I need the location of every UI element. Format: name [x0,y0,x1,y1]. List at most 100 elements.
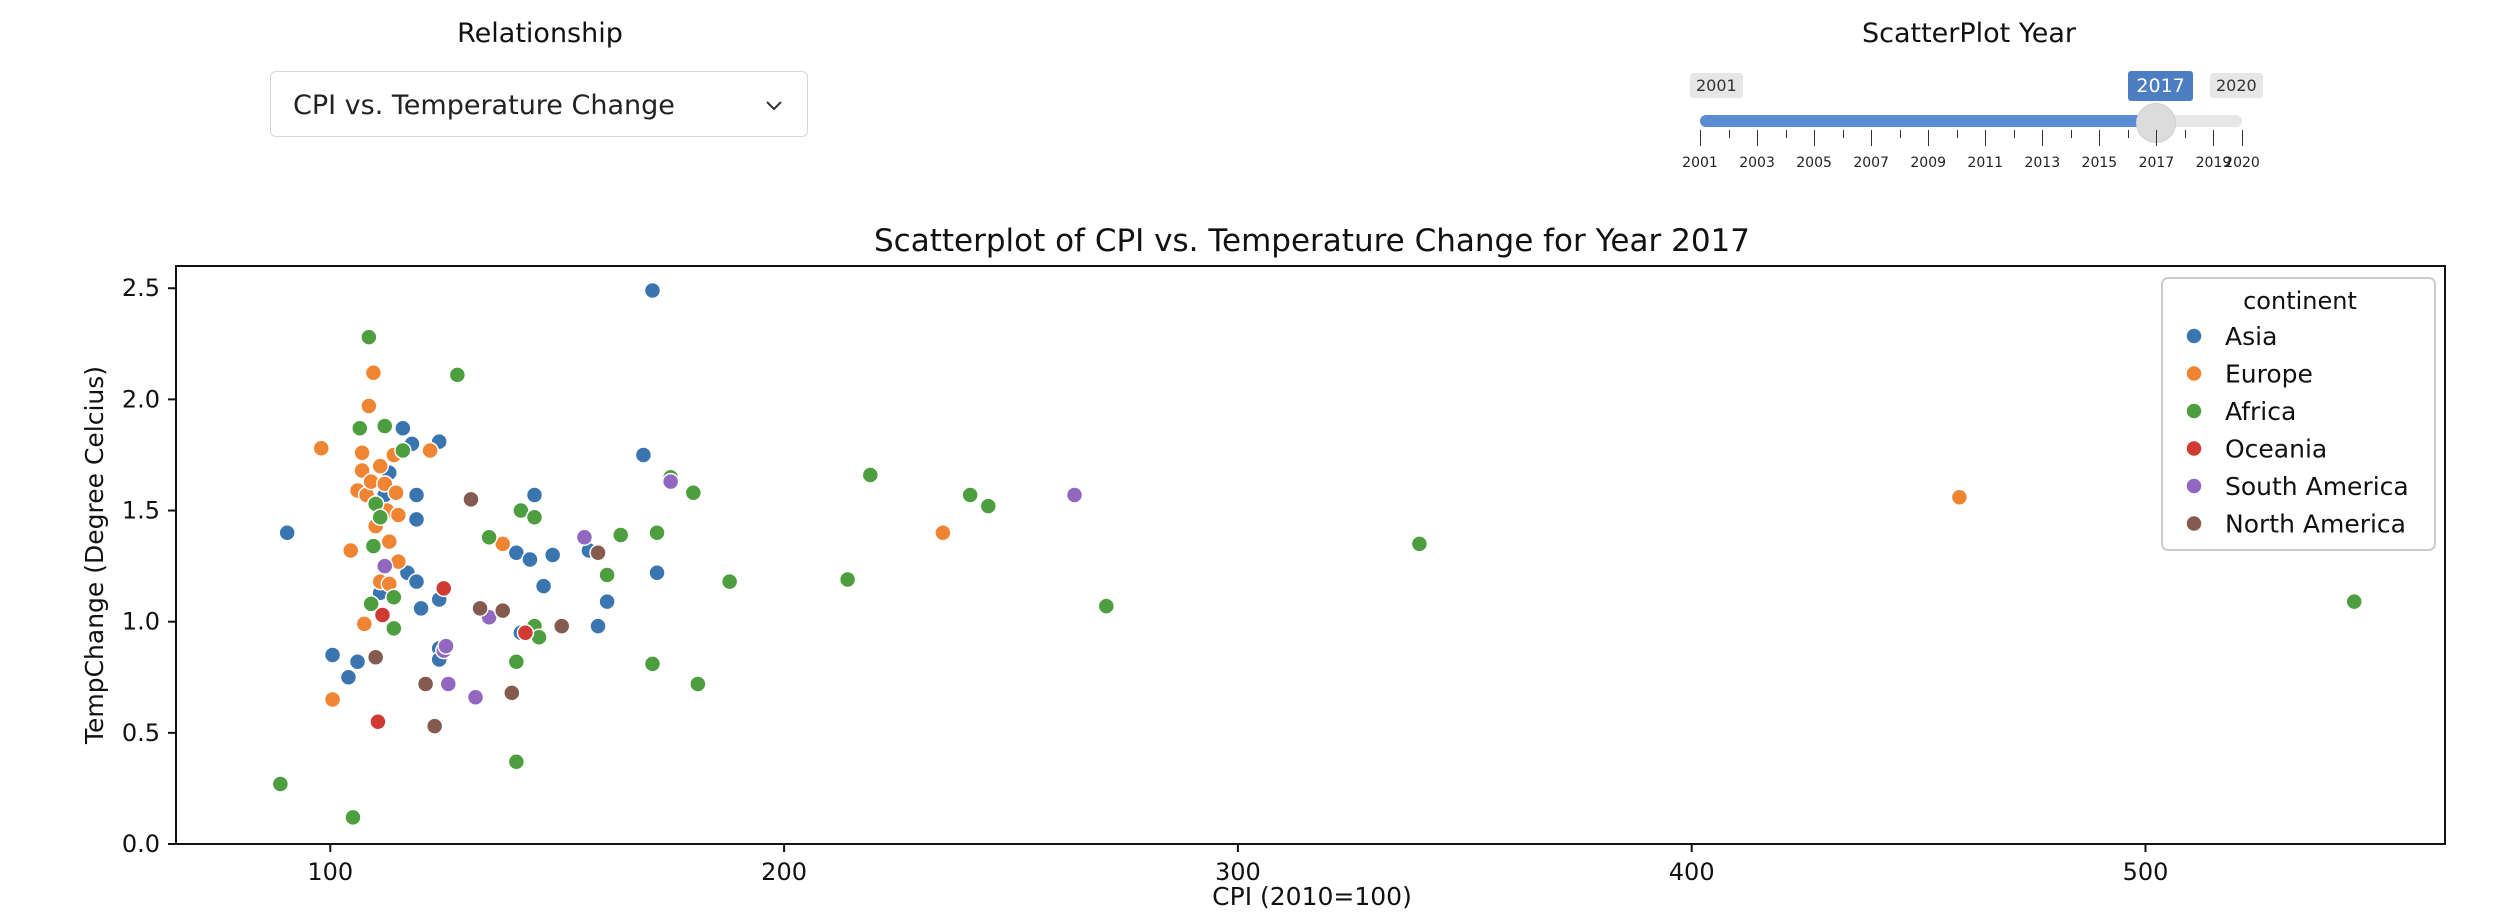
data-point [278,524,296,542]
legend-label: North America [2225,510,2406,539]
data-point [430,590,448,609]
data-point [507,652,526,671]
data-point [448,366,467,384]
data-point [385,588,403,606]
y-tick-label: 2.0 [122,385,160,413]
slider-tick [2099,130,2101,146]
data-point [425,717,444,735]
data-point [360,397,378,415]
data-point [369,712,387,731]
data-point [373,606,392,624]
x-tick-label: 500 [2123,858,2169,886]
data-point [271,775,290,793]
y-tick-label: 2.5 [122,274,160,302]
data-point [589,617,607,635]
data-point [838,570,857,589]
relationship-dropdown-value: CPI vs. Temperature Change [293,90,675,121]
slider-tick [1985,130,1987,146]
slider-tick [2070,130,2072,138]
data-point [394,441,412,460]
y-axis-label: TempChange (Degree Celcius) [80,366,109,745]
data-point [375,475,394,493]
data-point [371,508,389,526]
data-point [371,572,389,591]
data-point [378,501,396,520]
chevron-down-icon [766,101,782,111]
data-point [371,457,389,475]
data-point [385,619,403,638]
data-point [366,648,385,667]
data-point [961,486,979,504]
data-point [434,641,453,660]
data-point [323,646,342,664]
data-point [407,486,426,504]
data-point [355,615,374,633]
slider-tick [2213,130,2215,146]
data-point [357,486,376,504]
data-point [525,486,544,504]
slider-tick [1928,130,1930,146]
x-tick-label: 300 [1215,858,1261,886]
x-tick-label: 400 [1669,858,1715,886]
data-point [720,572,739,591]
slider-tick [2242,130,2243,146]
data-point [380,575,399,593]
data-point [643,281,662,300]
data-point [403,435,421,453]
slider-tick [1757,130,1759,146]
relationship-dropdown[interactable]: CPI vs. Temperature Change [270,71,808,137]
data-point [525,617,544,635]
y-tick-label: 0.5 [122,719,160,747]
data-point [1097,597,1116,615]
data-point [380,532,399,551]
slider-tick-label: 2007 [1853,155,1889,171]
data-point [575,528,594,546]
legend-label: Africa [2225,397,2296,426]
data-point [525,508,544,526]
data-point [503,684,521,702]
legend-label: Oceania [2225,435,2327,464]
data-point [437,637,455,655]
data-point [648,564,666,582]
data-point [371,584,389,602]
legend-marker [2185,364,2203,383]
data-point [398,564,417,582]
data-point [493,601,512,620]
data-point [543,546,562,564]
slider-tick [2184,130,2186,138]
slider-tick-label: 2015 [2081,155,2118,171]
data-point [507,752,526,771]
data-point [416,675,435,693]
data-point [598,592,616,611]
legend-label: South America [2225,472,2409,501]
data-point [364,537,383,555]
data-point [407,510,426,529]
data-point [480,608,498,626]
data-point [389,552,408,571]
data-point [430,639,448,658]
data-point [521,550,539,569]
data-point [634,446,653,464]
legend: continent Asia Europe Africa Oceania South A… [2161,277,2436,551]
slider-min-badge: 2001 [1690,73,1743,98]
data-point [412,599,430,618]
data-point [430,432,448,451]
slider-tick [2156,130,2158,146]
legend-box [2161,277,2436,551]
data-point [351,419,369,438]
data-point [362,472,380,491]
data-point [1065,486,1084,504]
slider-tick-label: 2011 [1967,155,2004,171]
x-tick-label: 200 [761,858,807,886]
slider-tick-label: 2019 [2195,155,2232,171]
slider-tick [1814,130,1816,146]
data-point [530,628,548,647]
data-point [375,486,394,504]
year-slider[interactable]: 2001 2017 2020 2001 2003 2005 2007 2009 2011 2… [1682,64,2263,184]
slider-track[interactable] [1700,115,2157,127]
data-point [385,446,403,464]
data-point [2345,592,2363,611]
data-point [344,808,362,827]
data-point [979,497,998,515]
x-axis-label: CPI (2010=100) [1212,882,1412,911]
